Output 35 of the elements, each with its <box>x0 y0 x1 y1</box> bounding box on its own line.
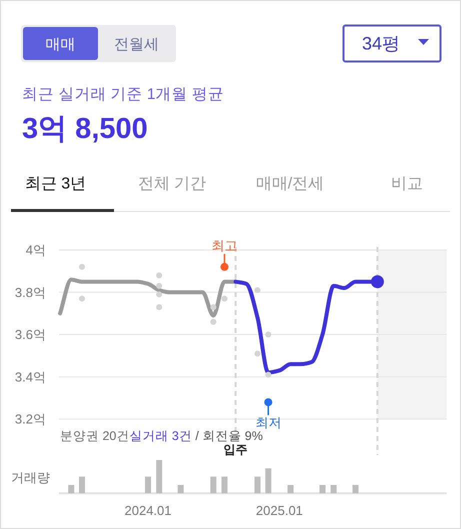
text: 분양권 20건 <box>60 429 130 443</box>
y-axis-title: 거래량 <box>11 470 50 485</box>
y-tick-label: 3.2억 <box>14 412 46 427</box>
text: 매매/전세 <box>256 176 324 192</box>
y-tick-label: 3.6억 <box>14 327 46 342</box>
text: 전체 기간 <box>138 176 206 192</box>
text: 비교 <box>391 176 423 192</box>
annotation: 최저 <box>255 415 282 430</box>
point <box>265 372 272 378</box>
text: 실거래 3건 <box>129 429 192 443</box>
x-tick-label: 2025.01 <box>256 503 303 518</box>
point <box>78 264 85 270</box>
y-tick-label: 3.4억 <box>14 369 46 384</box>
y-tick-label: 3.8억 <box>14 284 46 300</box>
segmented-control: 매매 전월세 <box>21 25 176 62</box>
text: / 회전율 9% <box>195 429 263 443</box>
point <box>254 350 261 357</box>
point <box>156 291 162 298</box>
point <box>254 287 261 294</box>
text: 최근 실거래 기준 1개월 평균 <box>22 86 224 103</box>
point <box>78 296 85 302</box>
point <box>265 332 272 338</box>
point <box>156 282 162 289</box>
point <box>210 304 216 310</box>
annotation: 최고 <box>211 238 238 253</box>
point <box>156 272 162 278</box>
text: 최근 3년 <box>24 176 86 192</box>
dropdown: 34평 <box>342 24 442 62</box>
y-tick-label: 4억 <box>26 242 46 258</box>
point <box>210 318 216 325</box>
ref-line-label: 입주 <box>224 442 248 456</box>
x-tick-label: 2024.01 <box>124 503 172 518</box>
point <box>156 304 162 310</box>
text: 3억 8,500 <box>22 113 148 145</box>
point <box>221 296 228 302</box>
